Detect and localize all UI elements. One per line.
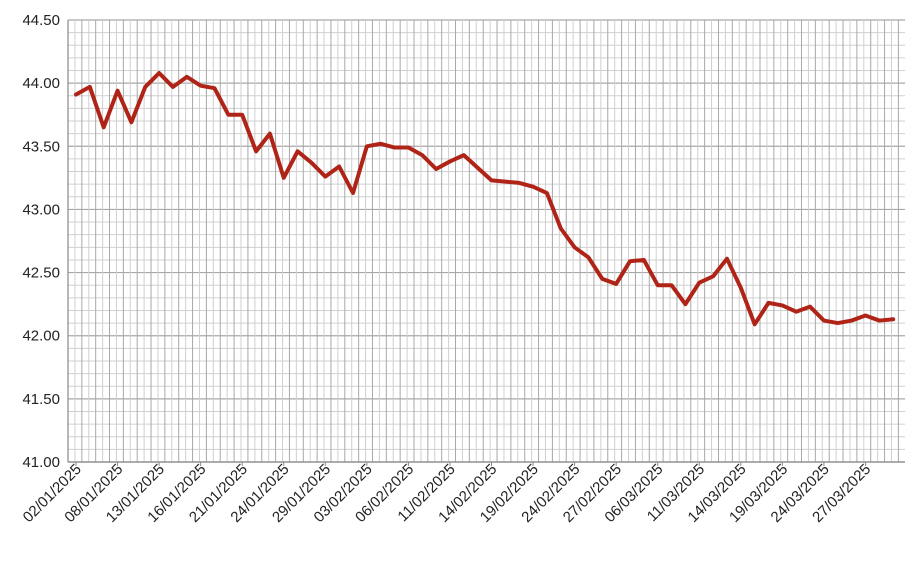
y-axis-tick-labels: 41.00 41.50 42.00 42.50 43.00 43.50 44.00 44.50: [22, 12, 60, 471]
y-tick-label: 41.00: [22, 454, 60, 471]
plot-background: [68, 20, 905, 462]
y-tick-label: 42.50: [22, 265, 60, 282]
chart-axes: [67, 20, 905, 466]
series-line: [74, 71, 896, 327]
chart-grid: [67, 19, 905, 463]
y-tick-label: 44.50: [22, 12, 60, 29]
y-tick-label: 43.00: [22, 201, 60, 218]
x-axis-tick-labels: 02/01/202508/01/202513/01/202516/01/2025…: [20, 461, 875, 526]
y-tick-label: 41.50: [22, 391, 60, 408]
y-tick-label: 42.00: [22, 328, 60, 345]
y-tick-label: 44.00: [22, 75, 60, 92]
y-tick-label: 43.50: [22, 138, 60, 155]
chart-series: [74, 71, 896, 327]
